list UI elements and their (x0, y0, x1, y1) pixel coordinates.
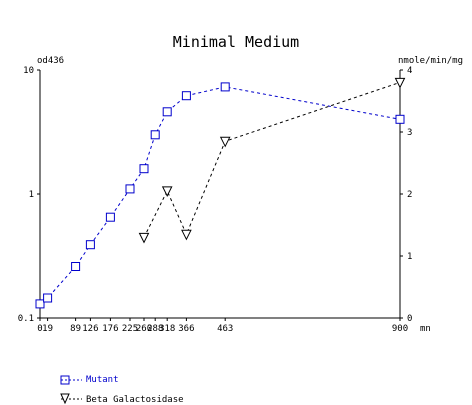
y-left-tick-label-1: 1 (29, 190, 34, 200)
y-right-tick-label-2: 2 (407, 190, 412, 200)
point-mutant-19 (43, 293, 53, 303)
y-right-tick-label-1: 1 (407, 252, 412, 262)
x-tick-label-225: 225 (122, 324, 138, 334)
y-right-axis-label: nmole/min/mg (398, 56, 463, 66)
legend-label-beta-galactosidase: Beta Galactosidase (86, 395, 184, 405)
x-tick-label-89: 89 (70, 324, 81, 334)
point-mutant-260 (139, 164, 149, 174)
x-axis-unit: mn (420, 324, 431, 334)
legend-marker-triangle (60, 393, 70, 405)
chart-title: Minimal Medium (173, 33, 299, 51)
y-right-tick-label-0: 0 (407, 314, 412, 324)
point-beta-galactosidase-366 (181, 229, 192, 241)
x-tick-label-19: 19 (42, 324, 53, 334)
x-tick-label-0: 0 (37, 324, 42, 334)
x-tick-label-126: 126 (82, 324, 98, 334)
y-left-axis-label: od436 (37, 56, 64, 66)
point-beta-galactosidase-900 (394, 77, 406, 89)
y-right-tick-label-4: 4 (407, 66, 412, 76)
point-mutant-176 (105, 212, 115, 222)
point-mutant-225 (125, 184, 135, 194)
y-right-tick-label-3: 3 (407, 128, 412, 138)
x-tick-label-260: 260 (136, 324, 152, 334)
point-mutant-288 (150, 130, 160, 140)
x-tick-label-176: 176 (102, 324, 118, 334)
point-mutant-126 (85, 240, 95, 250)
legend-item-mutant: Mutant (60, 375, 119, 385)
point-mutant-318 (162, 107, 172, 117)
y-left-tick-label-0.1: 0.1 (18, 314, 34, 324)
point-beta-galactosidase-463 (219, 136, 231, 148)
x-tick-label-463: 463 (217, 324, 233, 334)
x-tick-label-288: 288 (147, 324, 163, 334)
x-tick-label-318: 318 (159, 324, 175, 334)
x-tick-label-366: 366 (178, 324, 194, 334)
point-mutant-366 (181, 91, 191, 101)
series-line-mutant (39, 86, 401, 305)
legend: Mutant Beta Galactosidase (60, 375, 184, 405)
legend-marker-square (60, 375, 70, 385)
point-mutant-0 (35, 299, 45, 309)
point-beta-galactosidase-260 (138, 232, 150, 244)
point-mutant-89 (71, 262, 81, 271)
point-beta-galactosidase-318 (161, 186, 173, 198)
x-tick-label-900: 900 (392, 324, 408, 334)
point-mutant-463 (220, 82, 230, 92)
legend-label-mutant: Mutant (86, 375, 119, 385)
y-left-tick-label-10: 10 (23, 66, 34, 76)
point-mutant-900 (395, 114, 405, 124)
series-line-beta-galactosidase (143, 81, 401, 238)
legend-item-beta-galactosidase: Beta Galactosidase (60, 393, 184, 405)
